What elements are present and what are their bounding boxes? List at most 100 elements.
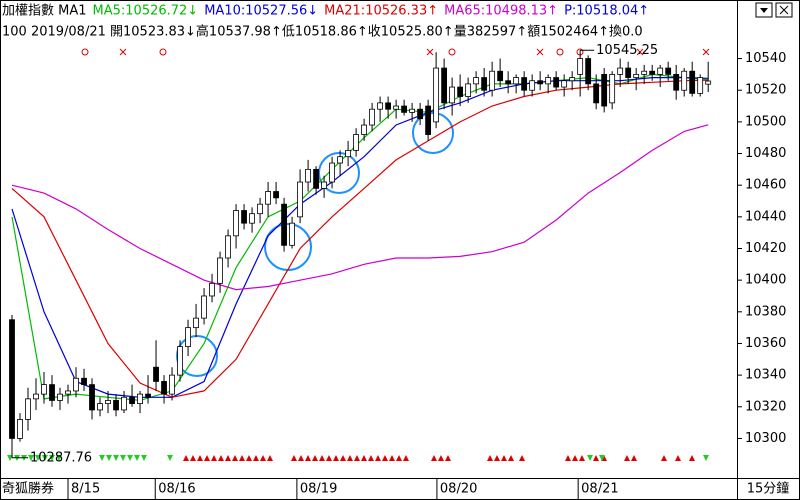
close-icon xyxy=(779,5,789,15)
signal-marker xyxy=(141,455,147,461)
candle-body xyxy=(385,102,392,110)
candle-body xyxy=(177,346,183,376)
candle-body xyxy=(49,384,55,401)
signal-marker xyxy=(565,455,571,461)
ma-line xyxy=(11,77,709,398)
y-tick-label: 10500 xyxy=(745,114,786,129)
candle-body xyxy=(561,80,568,88)
candle-body xyxy=(353,134,359,151)
y-tick-label: 10520 xyxy=(745,83,786,98)
candle-body xyxy=(657,67,664,75)
candle-body xyxy=(249,213,255,224)
signal-marker xyxy=(354,455,360,461)
signal-marker xyxy=(190,455,196,461)
candle-body xyxy=(217,257,223,284)
signal-glyph xyxy=(636,48,644,56)
signal-marker xyxy=(197,455,203,461)
candle-body xyxy=(97,403,103,411)
candle-body xyxy=(417,108,424,120)
signal-marker xyxy=(225,455,231,461)
candle-body xyxy=(169,374,175,395)
candle-body xyxy=(105,400,111,405)
candle-body xyxy=(609,73,616,104)
signal-marker xyxy=(361,455,367,461)
signal-marker xyxy=(403,455,409,461)
signal-marker xyxy=(7,455,13,461)
highlight-circle xyxy=(412,112,454,154)
candle-body xyxy=(697,77,704,94)
signal-marker xyxy=(291,455,297,461)
candle-body xyxy=(705,80,712,85)
signal-marker xyxy=(56,455,62,461)
signal-marker xyxy=(120,455,126,461)
candle-body xyxy=(409,108,416,113)
x-tick-label: 08/19 xyxy=(300,482,337,497)
candle-body xyxy=(265,191,271,205)
signal-marker xyxy=(631,455,637,461)
signal-marker xyxy=(501,455,507,461)
candle-body xyxy=(585,58,592,85)
window-buttons[interactable] xyxy=(755,2,793,18)
signal-marker xyxy=(587,455,593,461)
signal-marker xyxy=(487,455,493,461)
signal-marker xyxy=(305,455,311,461)
footer-label: 奇狐勝券 xyxy=(2,481,54,497)
signal-glyph xyxy=(426,48,434,56)
signal-marker xyxy=(333,455,339,461)
candle-body xyxy=(281,203,287,246)
candle-body xyxy=(33,393,39,400)
signal-marker xyxy=(368,455,374,461)
signal-glyph xyxy=(556,48,564,56)
legend-entry: P:10518.04↑ xyxy=(564,4,649,19)
candle-body xyxy=(577,58,584,75)
signal-marker xyxy=(340,455,346,461)
signal-marker xyxy=(49,455,55,461)
signal-marker xyxy=(624,455,630,461)
signal-marker xyxy=(127,455,133,461)
candle-body xyxy=(257,203,263,215)
candle-body xyxy=(17,419,23,439)
signal-marker xyxy=(382,455,388,461)
candle-body xyxy=(9,319,15,439)
candle-body xyxy=(345,149,351,158)
candle-body xyxy=(273,191,279,199)
high-label: 10545.25 xyxy=(596,43,658,58)
y-tick-label: 10300 xyxy=(745,431,786,446)
candle-body xyxy=(329,162,335,183)
candle-body xyxy=(521,77,528,91)
info-line: 100 2019/08/21 開10523.83↓高10537.98↑低1051… xyxy=(2,24,643,40)
signal-marker xyxy=(319,455,325,461)
candle-body xyxy=(681,70,688,91)
candle-body xyxy=(297,181,303,218)
y-tick-label: 10440 xyxy=(745,209,786,224)
signal-marker xyxy=(494,455,500,461)
candle-body xyxy=(401,105,408,113)
candle-body xyxy=(81,377,87,386)
candle-body xyxy=(305,168,311,183)
candle-body xyxy=(201,295,207,319)
candle-body xyxy=(465,83,472,97)
signal-marker xyxy=(42,455,48,461)
candle-body xyxy=(241,210,247,224)
signal-marker xyxy=(445,455,451,461)
signal-marker xyxy=(347,455,353,461)
signal-marker xyxy=(134,455,140,461)
signal-glyph xyxy=(119,48,127,56)
x-tick-label: 08/20 xyxy=(440,482,477,497)
candle-body xyxy=(497,70,504,82)
signal-marker xyxy=(298,455,304,461)
candle-body xyxy=(617,67,624,75)
signal-marker xyxy=(28,455,34,461)
signal-marker xyxy=(519,455,525,461)
signal-marker xyxy=(375,455,381,461)
signal-marker xyxy=(35,455,41,461)
signal-glyph xyxy=(702,48,710,56)
candle-body xyxy=(593,83,600,104)
signal-marker xyxy=(239,455,245,461)
signal-glyph xyxy=(81,48,89,56)
candle-body xyxy=(441,67,448,104)
signal-marker xyxy=(218,455,224,461)
candle-body xyxy=(129,396,135,405)
